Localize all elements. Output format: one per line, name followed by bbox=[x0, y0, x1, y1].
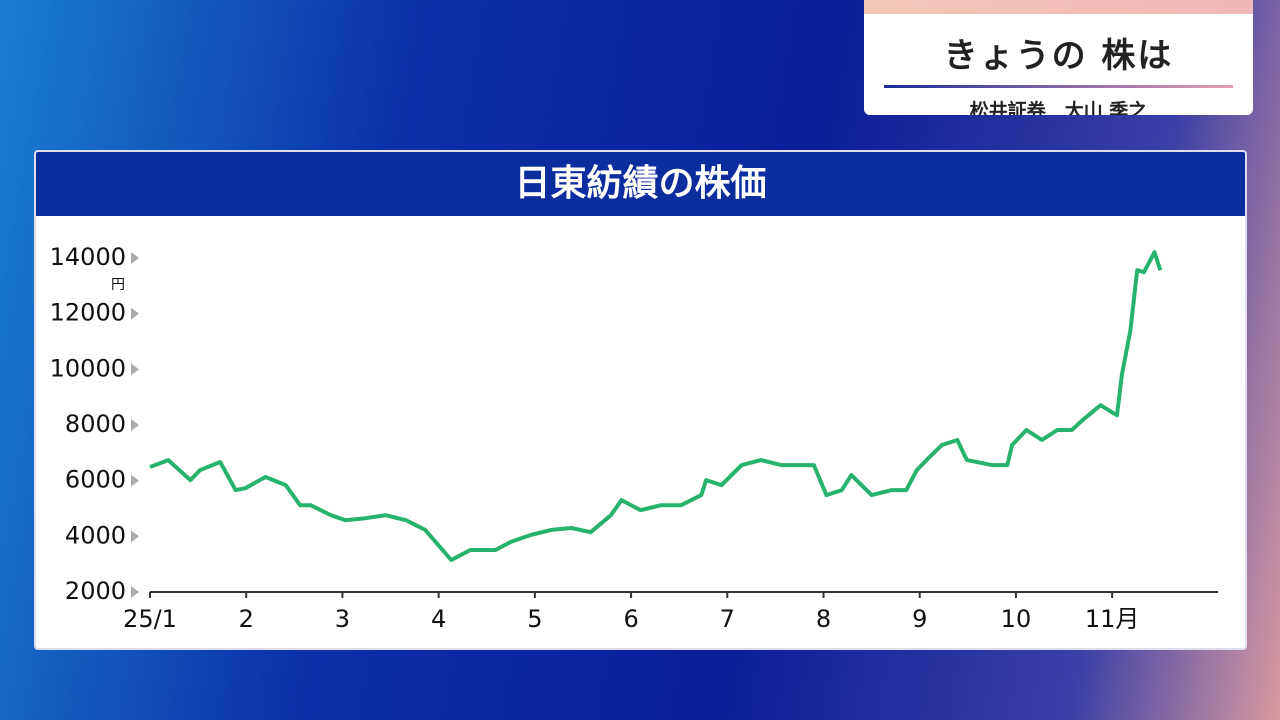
x-tick-label: 2 bbox=[239, 605, 254, 633]
x-tick-label: 8 bbox=[816, 605, 831, 633]
y-tick-label: 10000 bbox=[50, 354, 126, 382]
x-tick-label: 9 bbox=[912, 605, 927, 633]
header-bar bbox=[864, 0, 1253, 14]
y-tick-mark bbox=[131, 307, 139, 320]
y-tick-label: 12000 bbox=[50, 299, 126, 327]
x-tick-label: 10 bbox=[1001, 605, 1032, 633]
header-title: きょうの 株は bbox=[943, 36, 1174, 76]
y-tick-mark bbox=[131, 530, 139, 543]
chart-title: 日東紡績の株価 bbox=[36, 152, 1245, 216]
header-box: きょうの 株は 松井証券 大山 季之 bbox=[864, 0, 1253, 115]
x-tick-label: 4 bbox=[431, 605, 446, 633]
x-tick-label: 5 bbox=[527, 605, 542, 633]
y-tick-label: 4000 bbox=[65, 521, 126, 549]
y-unit: 円 bbox=[111, 277, 125, 293]
x-tick-label: 6 bbox=[623, 605, 638, 633]
header-subtitle: 松井証券 大山 季之 bbox=[969, 100, 1148, 115]
y-tick-mark bbox=[131, 474, 139, 487]
x-tick-label: 11月 bbox=[1085, 605, 1140, 633]
x-tick-label: 25/1 bbox=[123, 605, 177, 633]
y-tick-label: 8000 bbox=[65, 410, 126, 438]
price-line bbox=[149, 250, 1163, 562]
chart-panel: 日東紡績の株価 bbox=[34, 150, 1247, 650]
x-tick-label: 3 bbox=[335, 605, 350, 633]
y-tick-label: 6000 bbox=[65, 466, 126, 494]
y-tick-label: 14000 bbox=[50, 243, 126, 271]
y-tick-label: 2000 bbox=[65, 577, 126, 605]
y-tick-mark bbox=[131, 419, 139, 431]
y-tick-mark bbox=[131, 252, 139, 264]
y-tick-mark bbox=[131, 363, 139, 376]
x-tick-label: 7 bbox=[720, 605, 735, 633]
y-tick-mark bbox=[131, 586, 139, 598]
header-rule bbox=[884, 85, 1233, 88]
